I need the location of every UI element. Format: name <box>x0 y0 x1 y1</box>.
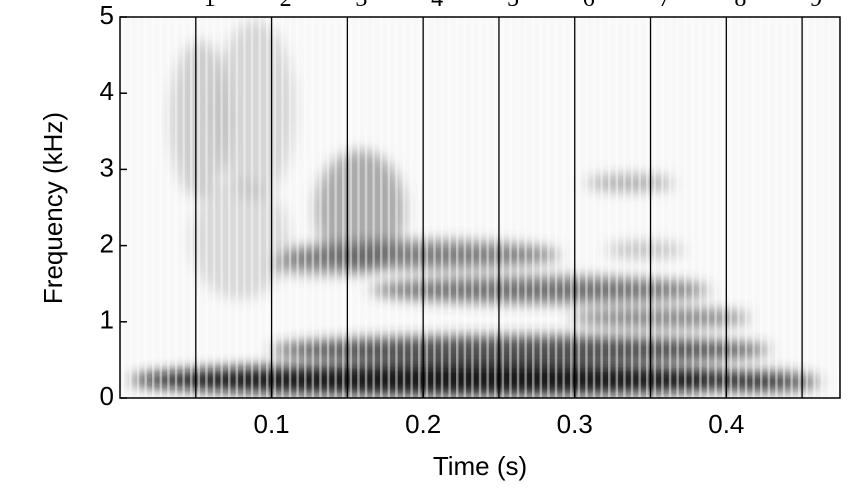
x-tick-label: 0.2 <box>405 409 441 439</box>
segment-label: 8 <box>734 0 746 12</box>
y-tick-label: 2 <box>100 228 114 258</box>
x-axis-label: Time (s) <box>433 451 527 481</box>
x-tick-label: 0.3 <box>557 409 593 439</box>
segment-label: 3 <box>355 0 367 12</box>
y-tick-label: 5 <box>100 0 114 30</box>
segment-label: 9 <box>810 0 822 12</box>
x-tick-label: 0.4 <box>708 409 744 439</box>
segment-label: 1 <box>204 0 216 12</box>
segment-label: 6 <box>583 0 595 12</box>
y-tick-label: 4 <box>100 76 114 106</box>
x-tick-label: 0.1 <box>254 409 290 439</box>
plot-frame <box>119 16 841 399</box>
segment-label: 5 <box>507 0 519 12</box>
y-tick-label: 0 <box>100 381 114 411</box>
y-tick-label: 1 <box>100 305 114 335</box>
y-axis-label: Frequency (kHz) <box>38 112 68 304</box>
y-tick-label: 3 <box>100 152 114 182</box>
segment-label: 2 <box>280 0 292 12</box>
segment-label: 7 <box>659 0 671 12</box>
spectrogram-image <box>120 17 840 398</box>
segment-label: 4 <box>431 0 443 12</box>
